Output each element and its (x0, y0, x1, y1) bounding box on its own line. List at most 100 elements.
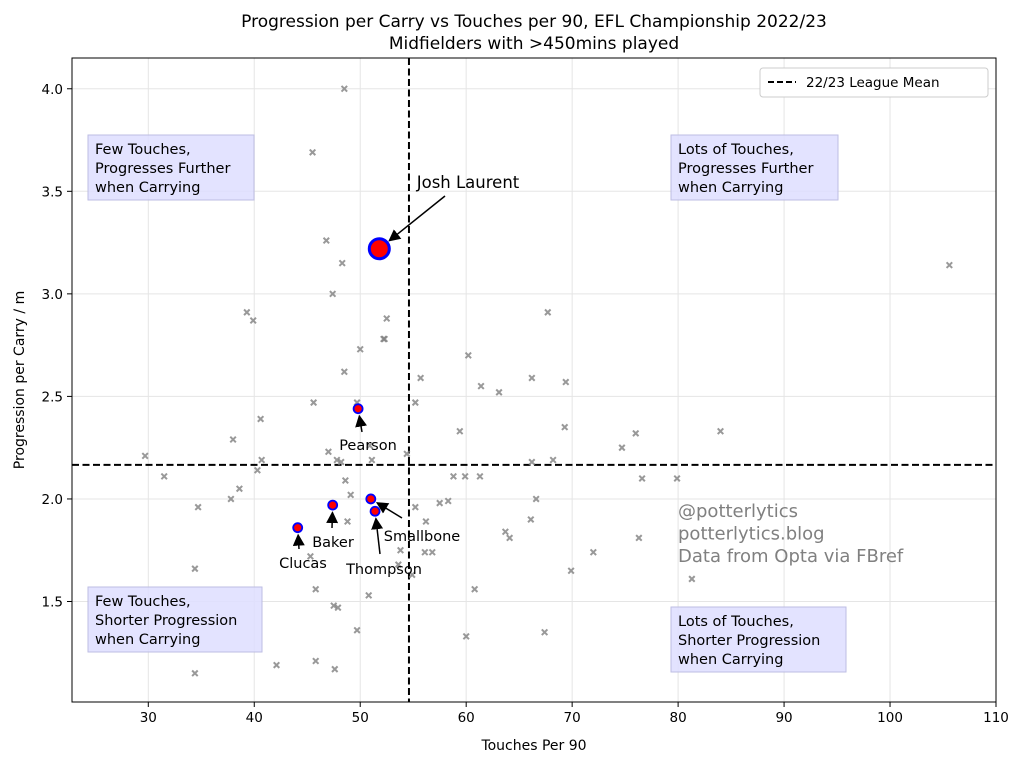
quadrant-label-line: Shorter Progression (678, 633, 820, 649)
player-name-label: Baker (312, 535, 354, 551)
player-name-label: Thompson (345, 562, 422, 578)
player-point (472, 586, 478, 592)
player-point (398, 547, 404, 553)
player-point (619, 445, 625, 451)
player-point (437, 500, 443, 506)
player-point (413, 400, 419, 406)
player-name-label: Clucas (279, 556, 327, 572)
player-point (274, 662, 280, 668)
player-point (947, 262, 953, 268)
player-point (244, 310, 250, 316)
player-point (563, 379, 569, 385)
annotation-arrow (376, 519, 380, 554)
player-point (192, 670, 198, 676)
quadrant-label-line: when Carrying (678, 180, 783, 196)
player-point (369, 457, 375, 463)
quadrant-label-line: Few Touches, (95, 594, 191, 610)
chart-title: Progression per Carry vs Touches per 90,… (241, 12, 827, 32)
player-point (339, 260, 345, 266)
player-point (142, 453, 148, 459)
y-tick-label: 1.5 (42, 595, 63, 611)
player-point (332, 666, 338, 672)
quadrant-label-line: when Carrying (95, 632, 200, 648)
x-tick-label: 30 (140, 710, 157, 726)
player-point (457, 428, 463, 434)
player-point (342, 369, 348, 375)
x-tick-label: 60 (458, 710, 475, 726)
y-tick-label: 2.0 (42, 492, 63, 508)
player-point (529, 459, 535, 465)
player-point (259, 457, 265, 463)
player-point (545, 310, 551, 316)
player-point (258, 416, 264, 422)
quadrant-label-line: when Carrying (678, 652, 783, 668)
player-point (343, 478, 349, 484)
player-point (507, 535, 513, 541)
player-point (310, 150, 316, 156)
player-point (250, 318, 256, 324)
player-point (718, 428, 724, 434)
player-point (496, 390, 502, 396)
player-point (313, 586, 319, 592)
credit-text: @potterlytics (678, 501, 798, 522)
x-tick-label: 110 (983, 710, 1009, 726)
y-tick-label: 3.5 (42, 184, 63, 200)
player-point (478, 383, 484, 389)
credit-text: Data from Opta via FBref (678, 546, 904, 567)
highlighted-player-point (369, 239, 389, 259)
player-point (503, 529, 509, 535)
player-point (324, 238, 330, 244)
player-point (462, 474, 468, 480)
player-point (384, 316, 390, 322)
player-point (674, 476, 680, 482)
x-tick-label: 100 (877, 710, 903, 726)
player-point (529, 375, 535, 381)
quadrant-label-line: Lots of Touches, (678, 142, 794, 158)
player-point (311, 400, 317, 406)
highlighted-player-point (354, 404, 363, 413)
annotation-arrow (389, 196, 445, 241)
player-point (413, 504, 419, 510)
player-point (192, 566, 198, 572)
player-point (568, 568, 574, 574)
highlighted-player-point (366, 494, 375, 503)
player-point (345, 519, 351, 525)
legend: 22/23 League Mean (760, 68, 988, 97)
player-point (366, 593, 372, 599)
player-point (354, 627, 360, 633)
chart-subtitle: Midfielders with >450mins played (389, 34, 679, 54)
player-point (689, 576, 695, 582)
player-point (639, 476, 645, 482)
credit-text: potterlytics.blog (678, 524, 825, 545)
player-point (255, 467, 261, 473)
x-tick-label: 70 (564, 710, 581, 726)
x-tick-label: 50 (352, 710, 369, 726)
y-tick-label: 4.0 (42, 82, 63, 98)
player-point (636, 535, 642, 541)
player-point (348, 492, 354, 498)
player-point (423, 519, 429, 525)
highlighted-player-point (328, 501, 337, 510)
y-tick-label: 3.0 (42, 287, 63, 303)
player-point (326, 449, 332, 455)
quadrant-label-line: Few Touches, (95, 142, 191, 158)
y-tick-label: 2.5 (42, 389, 63, 405)
player-point (633, 431, 639, 437)
x-tick-label: 90 (775, 710, 792, 726)
quadrant-label-line: when Carrying (95, 180, 200, 196)
quadrant-labels: Few Touches, Progresses Further when Carry… (88, 135, 846, 672)
player-point (230, 437, 236, 443)
player-point (451, 474, 457, 480)
highlighted-player-point (371, 507, 380, 516)
player-point (528, 517, 534, 523)
player-point (542, 629, 548, 635)
highlighted-player-point (293, 523, 302, 532)
quadrant-label-line: Progresses Further (678, 161, 813, 177)
quadrant-label-line: Progresses Further (95, 161, 230, 177)
player-point (477, 474, 483, 480)
annotation-arrow (298, 535, 299, 549)
player-name-label: Smallbone (384, 529, 461, 545)
quadrant-label-line: Shorter Progression (95, 613, 237, 629)
